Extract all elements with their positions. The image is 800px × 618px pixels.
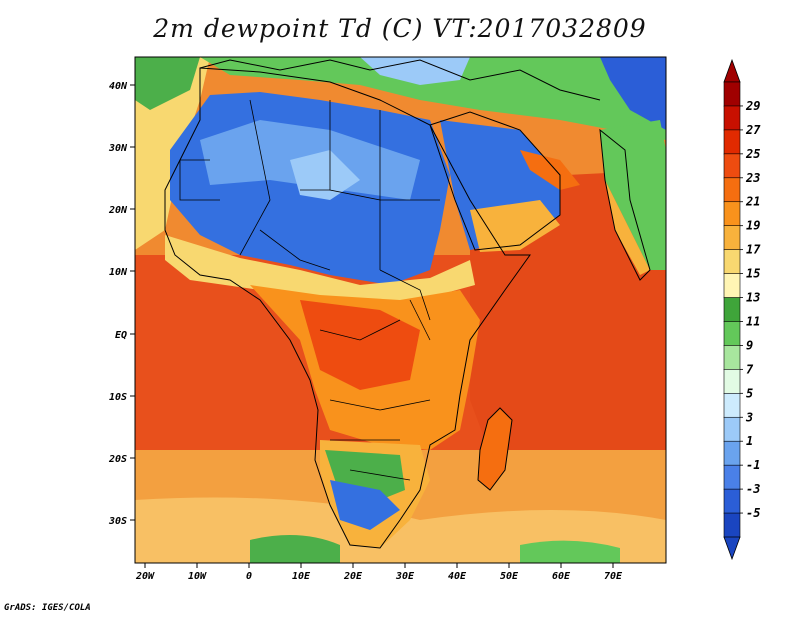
border-line (329, 100, 381, 270)
india-coastline (599, 128, 651, 281)
colorbar-swatch (723, 440, 741, 466)
arabia-south (470, 200, 560, 252)
lon-tick-label: 30E (395, 571, 415, 582)
colorbar-swatch (723, 153, 741, 179)
colorbar-label: 21 (745, 195, 760, 209)
colorbar-label: 25 (745, 147, 760, 161)
colorbar-swatch (723, 488, 741, 514)
colorbar-swatch (723, 273, 741, 299)
colorbar-label: 11 (746, 314, 760, 328)
lon-tick-label: 20E (343, 571, 363, 582)
lat-tick-label: 10N (109, 267, 128, 278)
credit-label: GrADS: IGES/COLA (4, 603, 91, 613)
africa-coastline (164, 67, 531, 549)
colorbar-label: 29 (745, 99, 760, 113)
colorbar-swatch (723, 129, 741, 155)
colorbar-label: 23 (745, 171, 760, 185)
sahara-moist-patch (290, 150, 360, 200)
country-borders (179, 99, 440, 481)
border-line (239, 99, 271, 256)
border-line (349, 469, 411, 481)
lat-axis: 40N 30N 20N 10N EQ 10S 20S 30S (108, 81, 135, 527)
india-west-coast (605, 180, 650, 275)
colorbar-label: 7 (746, 362, 754, 376)
south-ocean-green-1 (250, 535, 340, 563)
border-line (319, 319, 401, 341)
colorbar-swatch (723, 81, 741, 107)
lat-tick-label: 10S (109, 392, 127, 403)
north-atlantic-green (135, 57, 200, 110)
india (600, 120, 666, 270)
colorbar-label: 3 (745, 410, 753, 424)
colorbar-swatch (723, 105, 741, 131)
lon-tick-label: 50E (500, 571, 519, 582)
lon-axis: 20W 10W 0 10E 20E 30E 40E 50E 60E 70E (135, 563, 623, 582)
colorbar-swatch (723, 177, 741, 203)
plot-frame (134, 56, 667, 564)
colorbar-label: -5 (746, 506, 760, 520)
colorbar-arrow-bottom (723, 536, 741, 561)
kalahari-blue (330, 480, 400, 530)
lat-tick-label: 40N (109, 81, 128, 92)
colorbar-swatch (723, 393, 741, 418)
map-field (135, 57, 666, 563)
lon-tick-label: 10E (292, 571, 311, 582)
colorbar-swatch (723, 512, 741, 538)
lon-tick-label: 20W (135, 571, 155, 582)
colorbar-label: 19 (746, 219, 760, 233)
colorbar-label: 9 (746, 338, 753, 352)
colorbar-label: 5 (746, 386, 753, 400)
colorbar-swatch (723, 464, 741, 490)
colorbar-label: 15 (746, 267, 760, 281)
colorbar-swatch (723, 297, 741, 323)
border-line (409, 299, 431, 341)
gulf-warm (520, 150, 580, 190)
colorbar-label: 1 (746, 434, 753, 448)
colorbar-swatch (723, 345, 741, 370)
colorbar-arrow-top (723, 58, 741, 83)
madagascar-coastline (477, 407, 513, 491)
border-line (179, 159, 220, 201)
europe-blue (360, 57, 470, 85)
chart-title: 2m dewpoint Td (C) VT:2017032809 (153, 14, 647, 43)
colorbar-label: 13 (746, 291, 760, 305)
lon-tick-label: 70E (604, 571, 623, 582)
colorbar-swatch (723, 416, 741, 442)
lon-tick-label: 40E (448, 571, 467, 582)
colorbar-swatch (723, 201, 741, 227)
colorbar: 29 27 25 23 21 19 17 15 13 11 9 7 5 3 1 -1 -3 -5 (723, 58, 761, 561)
colorbar-swatch (723, 249, 741, 275)
lon-tick-label: 10W (188, 571, 207, 582)
lat-tick-label: 30N (108, 143, 128, 154)
south-ocean-green-2 (520, 540, 620, 563)
madagascar (478, 408, 512, 490)
colorbar-swatch (723, 369, 741, 394)
colorbar-swatch (723, 321, 741, 347)
lon-tick-label: 60E (552, 571, 571, 582)
colorbar-label: -3 (746, 482, 760, 496)
mediterranean-zone (200, 57, 666, 140)
lat-tick-label: 20N (108, 205, 128, 216)
border-line (329, 399, 431, 411)
lat-tick-label: 20S (108, 454, 127, 465)
lat-tick-label: 30S (108, 516, 127, 527)
europe-coastline (199, 59, 601, 101)
middle-east-blue (600, 57, 666, 130)
arabia-coastline (429, 111, 561, 251)
congo-wet (300, 300, 420, 390)
lat-tick-label: EQ (115, 330, 127, 341)
border-line (379, 269, 431, 321)
colorbar-label: -1 (746, 458, 760, 472)
lon-tick-label: 0 (246, 571, 252, 582)
sahel-transition (165, 235, 475, 300)
coastlines (164, 59, 651, 549)
colorbar-label: 27 (745, 123, 761, 137)
border-line (259, 229, 331, 271)
colorbar-swatch (723, 225, 741, 251)
colorbar-label: 17 (746, 243, 761, 257)
